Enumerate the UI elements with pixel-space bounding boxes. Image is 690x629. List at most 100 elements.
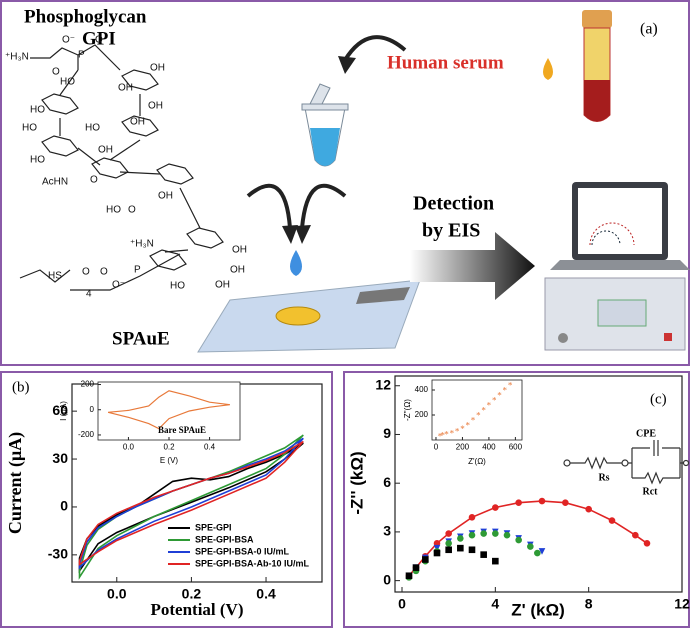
legend-label: SPE-GPI-BSA [195,534,254,544]
y-tick-label: -200 [78,430,95,439]
point [534,549,541,557]
point [515,499,522,506]
big-arrow [410,232,535,300]
serum-drop [543,58,553,80]
structure-label: OH [130,117,145,128]
point: * [444,430,449,440]
point [492,504,499,511]
x-tick-label: 0 [398,595,406,611]
point: * [471,415,476,425]
x-tick-label: 200 [456,442,470,451]
point [480,530,487,537]
y-tick-label: 12 [375,376,391,392]
x-tick-label: 0.0 [107,585,127,601]
structure-label: OH [215,280,230,291]
structure-label: HO [22,123,37,134]
x-tick-label: 0.0 [123,442,135,451]
laptop-display [578,188,662,254]
structure-label: HO [30,155,45,166]
laptop-base [550,260,690,270]
x-tick-label: 0 [434,442,439,451]
structure-label: O [90,175,98,186]
panel-c: 0 4 8 12 0 3 6 9 12 (c) Z' (kΩ) -Z'' (kΩ) CPE Rs Rct 0… [347,375,690,619]
plot-frame [431,379,523,441]
structure-label: ⁺H₃N [5,52,29,63]
mini-curve [591,230,621,246]
structure-label: OH [158,191,173,202]
point [585,505,592,513]
circuit-label: Rs [598,472,609,483]
bond [19,44,201,291]
arrow [246,183,292,229]
eppendorf-lid [301,83,349,111]
panel-c-frame [343,371,690,628]
structure-label: OH [98,145,113,156]
panel-label: (c) [650,391,667,407]
circuit-label: Rct [643,486,659,497]
structure-label: OH [148,101,163,112]
structure-label: AcHN [42,177,68,188]
structure-label: O [95,35,103,46]
point: * [481,405,486,415]
inset-x-label: Z'(Ω) [468,457,486,466]
point: * [440,430,445,440]
parallel-element [628,440,684,485]
structure-label: P [78,50,85,61]
inset-y-label: I (μA) [59,401,68,421]
y-axis-label: -Z'' (kΩ) [347,451,366,514]
series-line [78,440,304,566]
title: Phosphoglycan [24,6,147,27]
structure-label: HO [60,77,75,88]
x-tick-label: 0.2 [182,585,202,601]
detection-label: by EIS [422,220,480,242]
sugar-ring [121,115,159,137]
panel-a: Phosphoglycan GPI (a) Human serum Detect… [5,6,690,353]
y-tick-label: 0 [383,571,391,587]
point [515,536,522,544]
y-tick-label: 3 [383,523,391,539]
detection-label: Detection [413,193,494,215]
legend-label: SPE-GPI-BSA-0 IU/mL [195,546,290,556]
y-tick-label: 400 [415,385,429,394]
structure-label: HO [85,123,100,134]
point [445,530,452,537]
sugar-ring [121,69,159,91]
y-tick-label: 60 [52,402,68,418]
x-tick-label: 12 [674,595,690,611]
x-tick-label: 8 [585,595,593,611]
point [422,556,429,563]
point [457,544,464,552]
sugar-ring [156,163,194,185]
structure-label: O [82,267,90,278]
sugar-ring [41,93,79,115]
structure-label: O⁻ [112,280,125,291]
point: * [455,427,460,437]
structure-label: OH [118,83,133,94]
y-tick-label: 200 [415,410,429,419]
arrow [343,35,407,62]
x-axis-label: Z' (kΩ) [511,600,565,619]
point [492,557,499,565]
x-tick-label: 4 [491,595,499,611]
resistor [570,456,622,470]
circuit-label: CPE [636,428,656,439]
point [492,530,499,537]
arrow-head [295,225,311,244]
point: * [497,390,502,400]
structure-label: HO [106,205,121,216]
arrow [300,183,347,229]
point [608,517,616,524]
point: * [438,432,443,442]
structure-label: OH [232,245,247,256]
point [538,497,546,505]
panel-a-frame [0,0,690,366]
point [468,513,476,521]
electrode-label: SPAuE [112,328,170,349]
point [503,531,511,539]
y-tick-label: 0 [90,405,95,414]
instrument-port [558,333,568,343]
y-tick-label: 30 [52,450,68,466]
y-axis-label: Current (μA) [5,432,26,534]
tube-cap [582,10,612,28]
